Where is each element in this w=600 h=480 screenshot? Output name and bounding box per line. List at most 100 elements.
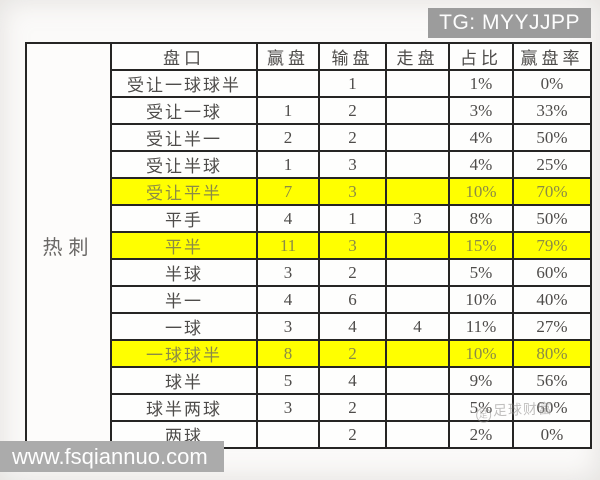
table-row: 平手 4 1 3 8% 50% [26, 204, 592, 233]
cell-push [385, 258, 450, 287]
cell-push [385, 177, 450, 206]
cell-win_rate: 60% [512, 258, 592, 287]
table-row: 球半 5 4 9% 56% [26, 366, 592, 395]
handicap-stats-table: 热刺 盘口 赢盘 输盘 走盘 占比 赢盘率 受让一球球半 1 1% 0% 受让一球 1 2 3% 33% 受让半… [25, 42, 592, 449]
table-row: 两球 2 2% 0% [26, 420, 592, 449]
column-header-2: 输盘 [318, 42, 387, 71]
cell-win: 3 [256, 312, 320, 341]
cell-share: 5% [448, 393, 514, 422]
cell-lose: 2 [318, 96, 387, 125]
cell-win_rate: 25% [512, 150, 592, 179]
cell-share: 10% [448, 177, 514, 206]
cell-push [385, 150, 450, 179]
cell-lose: 6 [318, 285, 387, 314]
cell-push [385, 285, 450, 314]
cell-lose: 4 [318, 312, 387, 341]
cell-win_rate: 60% [512, 393, 592, 422]
cell-win_rate: 0% [512, 69, 592, 98]
cell-lose: 1 [318, 69, 387, 98]
cell-share: 1% [448, 69, 514, 98]
cell-win_rate: 27% [512, 312, 592, 341]
column-header-5: 赢盘率 [512, 42, 592, 71]
team-name: 热刺 [42, 237, 95, 259]
cell-win: 3 [256, 393, 320, 422]
cell-win: 7 [256, 177, 320, 206]
column-header-1: 赢盘 [256, 42, 320, 71]
cell-share: 15% [448, 231, 514, 260]
cell-share: 2% [448, 420, 514, 449]
cell-share: 10% [448, 339, 514, 368]
table-row: 半一 4 6 10% 40% [26, 285, 592, 314]
table-row: 球半两球 3 2 5% 60% [26, 393, 592, 422]
table-row: 受让半一 2 2 4% 50% [26, 123, 592, 152]
cell-win_rate: 56% [512, 366, 592, 395]
cell-share: 11% [448, 312, 514, 341]
cell-push [385, 123, 450, 152]
cell-win_rate: 80% [512, 339, 592, 368]
table-row: 受让一球球半 1 1% 0% [26, 69, 592, 98]
cell-share: 5% [448, 258, 514, 287]
cell-share: 8% [448, 204, 514, 233]
table-row: 受让一球 1 2 3% 33% [26, 96, 592, 125]
cell-push [385, 96, 450, 125]
cell-handicap: 半球 [110, 258, 258, 287]
cell-push [385, 69, 450, 98]
cell-win: 3 [256, 258, 320, 287]
website-badge: www.fsqiannuo.com [0, 441, 224, 472]
cell-handicap: 受让一球 [110, 96, 258, 125]
table-row: 受让半球 1 3 4% 25% [26, 150, 592, 179]
cell-push: 4 [385, 312, 450, 341]
cell-push [385, 339, 450, 368]
table-row: 平半 11 3 15% 79% [26, 231, 592, 260]
table-row: 一球 3 4 4 11% 27% [26, 312, 592, 341]
cell-share: 4% [448, 123, 514, 152]
cell-handicap: 球半 [110, 366, 258, 395]
column-header-3: 走盘 [385, 42, 450, 71]
cell-push [385, 366, 450, 395]
cell-lose: 2 [318, 339, 387, 368]
team-name-cell: 热刺 [25, 42, 112, 449]
cell-win_rate: 0% [512, 420, 592, 449]
cell-win_rate: 33% [512, 96, 592, 125]
cell-win_rate: 70% [512, 177, 592, 206]
cell-win [256, 420, 320, 449]
cell-win_rate: 50% [512, 123, 592, 152]
cell-handicap: 平半 [110, 231, 258, 260]
cell-lose: 4 [318, 366, 387, 395]
cell-push [385, 231, 450, 260]
telegram-badge: TG: MYYJJPP [428, 8, 591, 38]
table-row: 半球 3 2 5% 60% [26, 258, 592, 287]
cell-lose: 3 [318, 150, 387, 179]
cell-lose: 2 [318, 123, 387, 152]
cell-win [256, 69, 320, 98]
cell-lose: 3 [318, 231, 387, 260]
cell-push [385, 420, 450, 449]
cell-share: 3% [448, 96, 514, 125]
cell-push [385, 393, 450, 422]
cell-lose: 1 [318, 204, 387, 233]
cell-win: 11 [256, 231, 320, 260]
cell-share: 9% [448, 366, 514, 395]
column-header-4: 占比 [448, 42, 514, 71]
cell-handicap: 一球 [110, 312, 258, 341]
table-row: 受让平半 7 3 10% 70% [26, 177, 592, 206]
handicap-stats-table-body: 热刺 盘口 赢盘 输盘 走盘 占比 赢盘率 受让一球球半 1 1% 0% 受让一球 1 2 3% 33% 受让半… [25, 42, 592, 449]
cell-win: 2 [256, 123, 320, 152]
cell-lose: 2 [318, 393, 387, 422]
table-header-row: 热刺 盘口 赢盘 输盘 走盘 占比 赢盘率 [25, 42, 592, 449]
cell-win: 4 [256, 285, 320, 314]
cell-handicap: 一球球半 [110, 339, 258, 368]
cell-handicap: 受让一球球半 [110, 69, 258, 98]
cell-handicap: 半一 [110, 285, 258, 314]
table-row: 一球球半 8 2 10% 80% [26, 339, 592, 368]
cell-lose: 2 [318, 420, 387, 449]
cell-share: 4% [448, 150, 514, 179]
cell-push: 3 [385, 204, 450, 233]
cell-handicap: 受让平半 [110, 177, 258, 206]
cell-win_rate: 50% [512, 204, 592, 233]
cell-share: 10% [448, 285, 514, 314]
cell-lose: 3 [318, 177, 387, 206]
cell-lose: 2 [318, 258, 387, 287]
cell-handicap: 球半两球 [110, 393, 258, 422]
